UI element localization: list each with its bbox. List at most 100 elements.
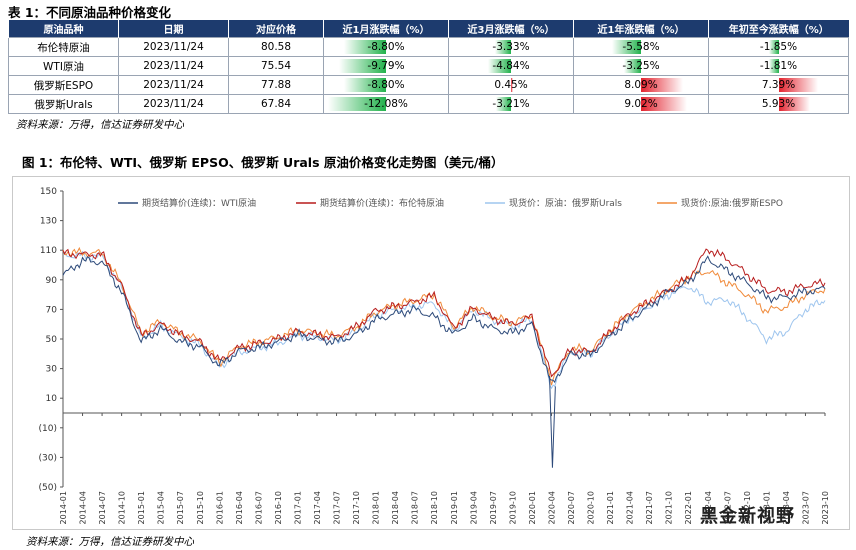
positive-bar [641, 78, 683, 92]
table-source: 资料来源：万得，信达证券研发中心 [16, 119, 184, 131]
x-tick-label: 2023-01 [762, 491, 771, 524]
change-cell: -1.81% [708, 56, 849, 76]
date-cell: 2023/11/24 [118, 37, 229, 57]
x-tick-label: 2014-04 [79, 491, 88, 524]
date-cell: 2023/11/24 [118, 56, 229, 76]
change-cell: -5.58% [573, 37, 709, 57]
change-cell: -12.08% [323, 94, 449, 114]
x-tick-label: 2019-04 [469, 491, 478, 524]
series-line-3 [62, 246, 826, 386]
x-tick-label: 2022-01 [684, 491, 693, 524]
x-tick-label: 2021-07 [645, 491, 654, 524]
header-cell: 近1年涨跌幅（%） [573, 20, 709, 38]
change-value: 0.45% [494, 79, 528, 91]
change-value: -1.81% [759, 60, 798, 72]
positive-bar [641, 97, 688, 111]
change-value: -1.85% [759, 41, 798, 53]
x-tick-label: 2016-10 [274, 491, 283, 524]
x-tick-label: 2014-01 [59, 491, 68, 524]
price-change-table: 原油品种 日期 对应价格 近1月涨跌幅（%） 近3月涨跌幅（%） 近1年涨跌幅（… [8, 20, 849, 114]
legend-label: 期货结算价(连续)：WTI原油 [142, 197, 256, 209]
y-tick-label: (50) [39, 483, 57, 493]
change-cell: 7.39% [708, 75, 849, 95]
name-cell: 俄罗斯ESPO [8, 75, 119, 95]
y-tick-label: 50 [46, 335, 58, 345]
y-tick-label: 110 [40, 246, 57, 256]
x-tick-label: 2018-01 [372, 491, 381, 524]
change-value: -5.58% [622, 41, 660, 53]
y-tick-label: (30) [39, 453, 57, 463]
x-tick-label: 2020-10 [587, 491, 596, 524]
x-tick-label: 2023-10 [821, 491, 830, 524]
positive-bar [511, 78, 514, 92]
y-tick-label: 90 [46, 276, 58, 286]
series-line-1 [62, 248, 826, 378]
x-tick-label: 2015-07 [176, 491, 185, 524]
change-cell: -8.80% [323, 75, 449, 95]
table-row: 布伦特原油 2023/11/24 80.58 -8.80% -3.33% -5.58% -1… [8, 37, 849, 57]
x-tick-label: 2020-04 [547, 491, 556, 524]
negative-bar [495, 97, 511, 111]
legend-label: 现货价：原油：俄罗斯Urals [509, 197, 622, 209]
change-value: 9.02% [624, 98, 658, 110]
change-value: 5.93% [761, 98, 796, 110]
change-value: -8.80% [367, 41, 405, 53]
header-cell: 近1月涨跌幅（%） [323, 20, 449, 38]
name-cell: 俄罗斯Urals [8, 94, 119, 114]
change-value: -9.79% [367, 60, 405, 72]
figure-source: 资料来源：万得，信达证券研发中心 [26, 536, 194, 548]
change-value: -12.08% [364, 98, 408, 110]
x-tick-label: 2017-01 [293, 491, 302, 524]
change-value: -3.33% [492, 41, 530, 53]
change-value: -4.84% [492, 60, 530, 72]
header-cell: 近3月涨跌幅（%） [448, 20, 574, 38]
x-tick-label: 2018-10 [430, 491, 439, 524]
legend-label: 现货价:原油:俄罗斯ESPO [681, 197, 783, 209]
header-cell: 年初至今涨跌幅（%） [708, 20, 849, 38]
change-cell: 5.93% [708, 94, 849, 114]
x-tick-label: 2022-10 [743, 491, 752, 524]
x-tick-label: 2014-10 [118, 491, 127, 524]
change-value: -3.21% [492, 98, 530, 110]
change-cell: -1.85% [708, 37, 849, 57]
header-cell: 日期 [118, 20, 229, 38]
x-tick-label: 2019-07 [489, 491, 498, 524]
x-tick-label: 2021-01 [606, 491, 615, 524]
y-tick-label: 30 [46, 365, 58, 375]
x-tick-label: 2022-07 [723, 491, 732, 524]
negative-bar [612, 40, 641, 54]
negative-bar [624, 59, 641, 73]
negative-bar [495, 40, 511, 54]
date-cell: 2023/11/24 [118, 94, 229, 114]
negative-bar [339, 59, 386, 73]
x-tick-label: 2017-10 [352, 491, 361, 524]
change-cell: 9.02% [573, 94, 709, 114]
header-cell: 原油品种 [8, 20, 119, 38]
table-row: WTI原油 2023/11/24 75.54 -9.79% -4.84% -3.25% -1… [8, 56, 849, 76]
change-cell: -3.33% [448, 37, 574, 57]
name-cell: WTI原油 [8, 56, 119, 76]
x-tick-label: 2022-04 [704, 491, 713, 524]
x-tick-label: 2020-07 [567, 491, 576, 524]
x-tick-label: 2016-04 [235, 491, 244, 524]
x-tick-label: 2020-01 [528, 491, 537, 524]
y-tick-label: 150 [40, 187, 57, 197]
negative-bar [344, 40, 386, 54]
table-header-row: 原油品种 日期 对应价格 近1月涨跌幅（%） 近3月涨跌幅（%） 近1年涨跌幅（… [8, 20, 849, 38]
figure-title: 图 1：布伦特、WTI、俄罗斯 EPSO、俄罗斯 Urals 原油价格变化走势图… [22, 155, 504, 170]
header-cell: 对应价格 [228, 20, 324, 38]
table-title: 表 1：不同原油品种价格变化 [8, 5, 172, 20]
legend-label: 期货结算价(连续)：布伦特原油 [320, 197, 444, 209]
x-tick-label: 2014-07 [98, 491, 107, 524]
change-cell: -4.84% [448, 56, 574, 76]
negative-bar [328, 97, 386, 111]
change-cell: -8.80% [323, 37, 449, 57]
change-cell: 8.09% [573, 75, 709, 95]
x-tick-label: 2021-04 [626, 491, 635, 524]
change-cell: -3.25% [573, 56, 709, 76]
x-tick-label: 2021-10 [665, 491, 674, 524]
name-cell: 布伦特原油 [8, 37, 119, 57]
chart-frame: (50) (30) (10) 10 30 50 70 90 110 130 150 2014-01 20… [12, 176, 850, 530]
positive-bar [778, 97, 811, 111]
change-value: 7.39% [761, 79, 796, 91]
